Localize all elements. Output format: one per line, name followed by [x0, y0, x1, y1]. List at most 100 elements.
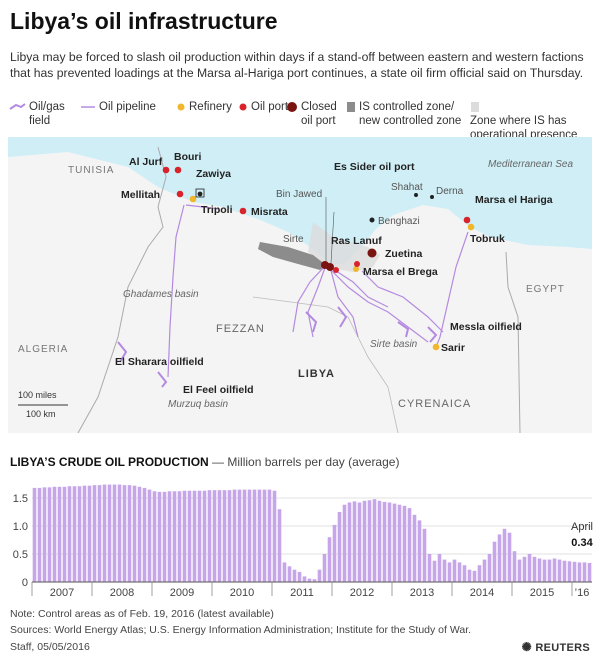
bar: [202, 490, 207, 582]
bar: [57, 486, 62, 582]
bar: [357, 502, 362, 582]
bar: [502, 528, 507, 582]
legend-is-zone: IS controlled zone/ new controlled zone: [346, 100, 477, 128]
port-zawiya: Zawiya: [196, 168, 231, 180]
legend-field: Oil/gas field: [8, 100, 69, 128]
bar: [112, 484, 117, 582]
bar: [107, 484, 112, 582]
x-tick-label: 2010: [230, 587, 254, 599]
bar: [297, 571, 302, 582]
bar: [222, 490, 227, 582]
city-tripoli: Tripoli: [201, 204, 233, 216]
bar: [257, 489, 262, 582]
bar: [122, 485, 127, 582]
port-mellitah-dot: [176, 190, 184, 198]
reuters-logo: ✺ REUTERS: [521, 640, 590, 654]
bar: [137, 486, 142, 582]
region-fezzan: FEZZAN: [216, 323, 265, 335]
map-legend: Oil/gas field Oil pipeline Refinery Oil …: [8, 100, 598, 141]
bar: [527, 554, 532, 582]
port-misrata: Misrata: [251, 206, 288, 218]
chart-unit: — Million barrels per day (average): [212, 455, 400, 469]
x-tick-label: 2009: [170, 587, 194, 599]
scale-miles-label: 100 miles: [18, 390, 57, 400]
closed-port-ras-lanuf-dot: [326, 263, 334, 271]
bar: [67, 486, 72, 582]
bar: [332, 524, 337, 582]
refinery-zawiya-dot: [189, 195, 197, 203]
bar: [372, 499, 377, 582]
bar: [587, 562, 592, 582]
legend-is-zone-label: IS controlled zone/ new controlled zone: [359, 101, 462, 127]
y-tick-label: 0: [22, 577, 28, 589]
bar: [302, 576, 307, 582]
staff-date: Staff, 05/05/2016: [10, 641, 90, 653]
bar: [247, 489, 252, 582]
bar: [132, 485, 137, 582]
bar: [407, 508, 412, 582]
bar: [517, 559, 522, 582]
bar: [337, 512, 342, 582]
basin-sirte: Sirte basin: [370, 339, 418, 350]
x-tick-label: 2007: [50, 587, 74, 599]
bar: [307, 578, 312, 582]
bar: [387, 502, 392, 582]
bar: [507, 532, 512, 582]
bar: [167, 491, 172, 582]
legend-pipeline-label: Oil pipeline: [99, 101, 156, 113]
bar: [197, 490, 202, 582]
bar: [352, 501, 357, 582]
bar: [117, 484, 122, 582]
bar: [347, 502, 352, 582]
bar: [497, 534, 502, 582]
chart-bars: [32, 484, 592, 582]
port-ras-lanuf: Ras Lanuf: [331, 235, 382, 247]
land: [8, 152, 592, 433]
bar: [282, 562, 287, 582]
port-al-jurf-dot: [162, 166, 170, 174]
port-marsa-el-hariga: Marsa el Hariga: [475, 194, 553, 206]
bar: [367, 500, 372, 582]
bar: [92, 485, 97, 582]
legend-closed-port: Closed oil port: [286, 100, 345, 128]
city-bin-jawed: Bin Jawed: [276, 189, 322, 200]
port-icon: [239, 103, 247, 111]
bar: [217, 490, 222, 582]
port-misrata-dot: [239, 207, 247, 215]
brand-label: REUTERS: [535, 642, 590, 654]
sea-label: Mediterranean Sea: [488, 159, 573, 170]
legend-port: Oil port: [238, 100, 288, 114]
bar: [537, 558, 542, 582]
tripoli-dot: [197, 191, 203, 197]
bar: [552, 558, 557, 582]
oil-fields: [117, 306, 438, 388]
bar: [327, 537, 332, 582]
bar: [377, 500, 382, 582]
closed-port-zuetina-dot: [367, 248, 377, 258]
bar: [342, 504, 347, 582]
bar: [172, 491, 177, 582]
bar: [482, 559, 487, 582]
bar: [392, 503, 397, 582]
page-subtitle: Libya may be forced to slash oil product…: [10, 50, 584, 80]
port-bouri-dot: [174, 166, 182, 174]
bar: [162, 491, 167, 582]
city-sirte: Sirte: [283, 234, 304, 245]
port-ras-lanuf-red-dot: [333, 267, 339, 273]
bar: [212, 490, 217, 582]
basin-murzuq: Murzuq basin: [168, 399, 228, 410]
bar: [402, 505, 407, 582]
is-zone-icon: [347, 101, 355, 112]
legend-field-label: Oil/gas field: [29, 101, 65, 127]
bar: [32, 487, 37, 582]
country-tunisia: TUNISIA: [68, 165, 114, 176]
y-tick-label: 0.5: [13, 549, 28, 561]
port-mellitah: Mellitah: [121, 189, 160, 201]
city-derna: Derna: [436, 186, 464, 197]
bar: [252, 489, 257, 582]
bar: [577, 562, 582, 582]
bar: [192, 490, 197, 582]
bar: [287, 566, 292, 582]
city-tobruk: Tobruk: [470, 233, 505, 245]
bar: [147, 489, 152, 582]
